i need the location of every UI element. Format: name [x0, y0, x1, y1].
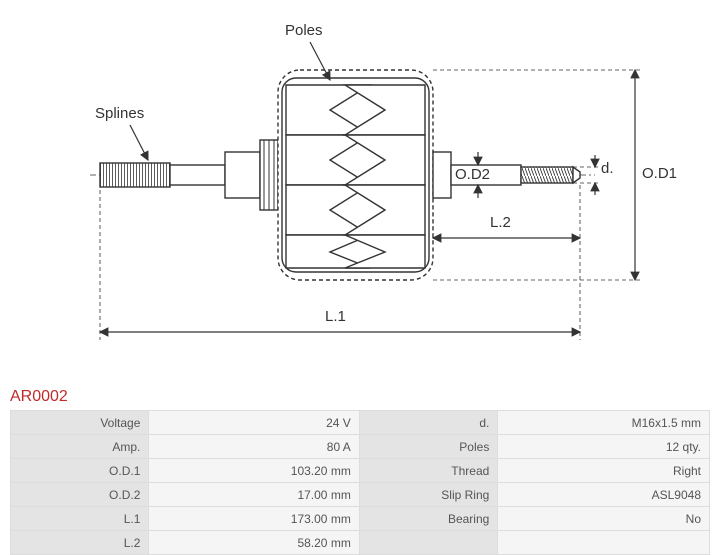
- spec-value: 80 A: [149, 435, 359, 459]
- table-row: L.258.20 mm: [11, 531, 710, 555]
- table-row: Voltage24 Vd.M16x1.5 mm: [11, 411, 710, 435]
- dim-l2: L.2: [490, 214, 511, 231]
- spec-value: ASL9048: [498, 483, 710, 507]
- label-poles: Poles: [285, 22, 323, 39]
- table-row: Amp.80 APoles12 qty.: [11, 435, 710, 459]
- spec-label: Bearing: [359, 507, 498, 531]
- table-row: L.1173.00 mmBearingNo: [11, 507, 710, 531]
- spec-value: Right: [498, 459, 710, 483]
- dim-od1: O.D1: [642, 165, 677, 182]
- spec-value: No: [498, 507, 710, 531]
- spec-value: 103.20 mm: [149, 459, 359, 483]
- dim-od2: O.D2: [455, 166, 490, 183]
- dim-l1: L.1: [325, 308, 346, 325]
- spec-label: O.D.2: [11, 483, 149, 507]
- rotor-svg: [0, 0, 720, 390]
- table-row: O.D.1103.20 mmThreadRight: [11, 459, 710, 483]
- spec-label: Slip Ring: [359, 483, 498, 507]
- spec-table: Voltage24 Vd.M16x1.5 mmAmp.80 APoles12 q…: [10, 410, 710, 555]
- part-number: AR0002: [10, 388, 68, 406]
- spec-value: [498, 531, 710, 555]
- spec-value: 17.00 mm: [149, 483, 359, 507]
- spec-value: M16x1.5 mm: [498, 411, 710, 435]
- spec-label: Amp.: [11, 435, 149, 459]
- spec-label: [359, 531, 498, 555]
- spec-value: 173.00 mm: [149, 507, 359, 531]
- spec-value: 58.20 mm: [149, 531, 359, 555]
- spec-label: Thread: [359, 459, 498, 483]
- dim-d: d.: [601, 160, 614, 177]
- table-row: O.D.217.00 mmSlip RingASL9048: [11, 483, 710, 507]
- spec-label: O.D.1: [11, 459, 149, 483]
- spec-label: Poles: [359, 435, 498, 459]
- spec-label: L.1: [11, 507, 149, 531]
- spec-label: d.: [359, 411, 498, 435]
- spec-label: Voltage: [11, 411, 149, 435]
- rotor-diagram: Poles Splines O.D1 O.D2 d. L.2 L.1: [0, 0, 720, 390]
- spec-value: 24 V: [149, 411, 359, 435]
- spec-value: 12 qty.: [498, 435, 710, 459]
- spec-label: L.2: [11, 531, 149, 555]
- label-splines: Splines: [95, 105, 144, 122]
